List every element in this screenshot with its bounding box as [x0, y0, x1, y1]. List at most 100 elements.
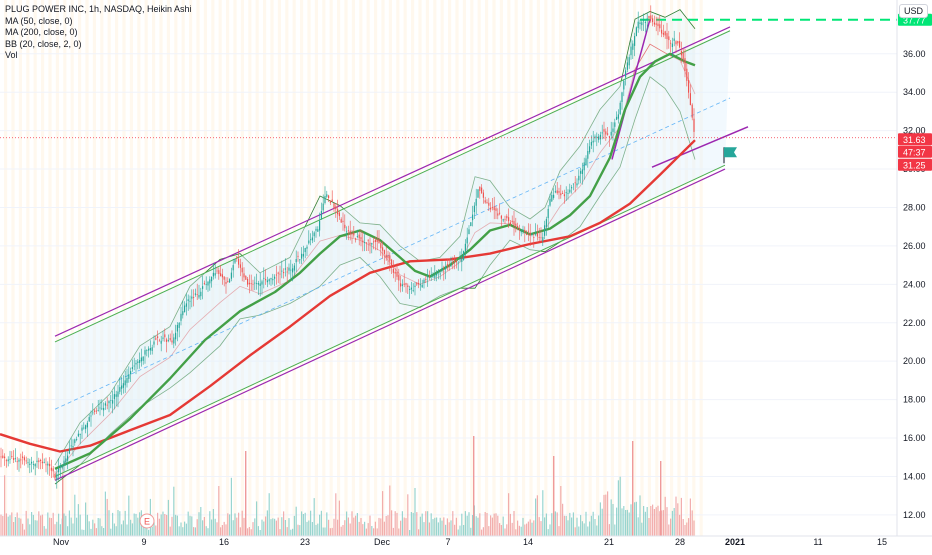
- candle-body: [495, 208, 497, 211]
- candle-body: [655, 23, 657, 25]
- candle-body: [558, 191, 560, 193]
- volume-bar: [301, 511, 303, 536]
- candle-body: [434, 275, 436, 278]
- volume-bar: [148, 529, 150, 536]
- candle-body: [666, 33, 668, 39]
- candle-body: [680, 51, 682, 56]
- volume-bar: [495, 513, 497, 536]
- volume-bar: [315, 524, 317, 536]
- annotations[interactable]: E: [0, 137, 897, 529]
- volume-bar: [196, 519, 198, 536]
- short-trend-line[interactable]: [651, 126, 749, 168]
- candle-body: [151, 347, 153, 351]
- volume-bar: [146, 527, 148, 536]
- volume-bar: [234, 513, 236, 536]
- candle-body: [418, 283, 420, 285]
- legend-ma50[interactable]: MA (50, close, 0): [5, 15, 73, 26]
- candle-body: [63, 460, 65, 466]
- candle-body: [356, 236, 358, 237]
- volume-bar: [612, 504, 614, 536]
- channel-lower-purple-line[interactable]: [54, 168, 726, 481]
- legend-bb[interactable]: BB (20, close, 2, 0): [5, 38, 82, 49]
- session-shading: [48, 0, 52, 536]
- candle-body: [533, 237, 535, 238]
- volume-bar: [229, 514, 231, 536]
- volume-bar: [344, 520, 346, 536]
- volume-bar: [585, 511, 587, 536]
- last-price-tag[interactable]: 31.63: [898, 133, 932, 146]
- volume-bar: [182, 527, 184, 536]
- session-shading: [492, 0, 496, 536]
- trend-channel[interactable]: [54, 18, 897, 481]
- session-shading: [670, 0, 674, 536]
- volume-bar: [216, 522, 218, 536]
- volume-bar: [461, 513, 463, 536]
- earnings-event-marker[interactable]: [139, 513, 155, 529]
- candle-body: [531, 234, 533, 235]
- legend-ma200[interactable]: MA (200, close, 0): [5, 27, 78, 37]
- candle-body: [346, 231, 348, 233]
- channel-upper-line[interactable]: [54, 30, 731, 343]
- volume-bar: [587, 526, 589, 536]
- volume-bar: [230, 477, 232, 536]
- candle-body: [459, 258, 461, 260]
- volume-bar: [13, 522, 15, 536]
- volume-bar: [83, 529, 85, 536]
- volume-bar: [531, 522, 533, 536]
- candle-body: [0, 456, 2, 458]
- volume-bar: [225, 524, 227, 536]
- candle-body: [50, 467, 52, 471]
- candle-body: [112, 400, 114, 404]
- session-shading: [477, 0, 481, 536]
- candle-body: [529, 232, 531, 236]
- channel-lower-line[interactable]: [54, 164, 726, 477]
- volume-bar: [542, 490, 544, 536]
- session-shading: [544, 0, 548, 536]
- candle-body: [283, 272, 285, 274]
- legend-vol[interactable]: Vol: [5, 50, 18, 60]
- candle-body: [380, 243, 382, 249]
- volume-bar: [675, 496, 677, 536]
- volume-bar: [544, 517, 546, 536]
- volume-bar: [547, 529, 549, 536]
- candle-body: [637, 21, 639, 29]
- volume-bar: [203, 517, 205, 536]
- volume-bar: [164, 514, 166, 536]
- session-shading: [270, 0, 274, 536]
- candle-body: [130, 371, 132, 375]
- volume-bar: [5, 513, 7, 536]
- time-axis[interactable]: Nov 9 16 23 Dec 7 14 21 28 2021 11 15: [0, 535, 932, 550]
- volume-bar: [491, 517, 493, 536]
- currency-button[interactable]: USD: [898, 4, 928, 18]
- session-shading: [462, 0, 466, 536]
- volume-bar: [563, 515, 565, 536]
- session-shading: [277, 0, 281, 536]
- session-shading: [344, 0, 348, 536]
- countdown-tag[interactable]: 47:37: [898, 145, 932, 158]
- channel-mid-line[interactable]: [54, 97, 731, 410]
- candle-body: [95, 410, 97, 412]
- channel-price-tag[interactable]: 31.25: [898, 158, 932, 171]
- candle-body: [491, 207, 493, 208]
- volume-bar: [283, 511, 285, 536]
- session-shading: [499, 0, 503, 536]
- candle-body: [218, 270, 220, 275]
- steep-trend-line[interactable]: [611, 19, 651, 160]
- volume-bar: [142, 527, 144, 536]
- volume-bar: [97, 518, 99, 536]
- flag-icon[interactable]: [724, 147, 737, 158]
- volume-bar: [108, 510, 110, 536]
- candle-body: [9, 458, 11, 460]
- candle-body: [338, 212, 340, 217]
- legend-symbol[interactable]: PLUG POWER INC, 1h, NASDAQ, Heikin Ashi: [5, 4, 192, 14]
- volume-bar: [574, 527, 576, 536]
- candle-body: [265, 279, 267, 281]
- candle-body: [88, 417, 90, 422]
- candle-body: [229, 279, 231, 283]
- price-axis[interactable]: 12.00 14.00 16.00 18.00 20.00 22.00 24.00 26.00…: [896, 0, 932, 536]
- volume-bar: [324, 527, 326, 536]
- session-shading: [137, 0, 141, 536]
- channel-upper-purple-line[interactable]: [54, 26, 731, 337]
